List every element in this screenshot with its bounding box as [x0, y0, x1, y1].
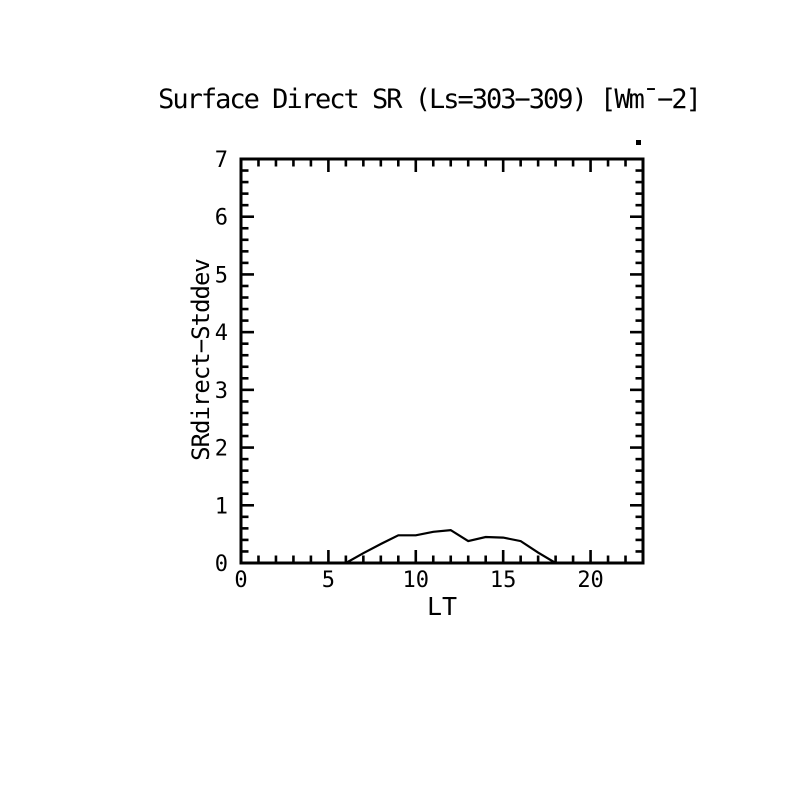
y-tick-label: 4: [215, 321, 228, 346]
y-tick-label: 6: [215, 206, 228, 231]
y-tick-label: 1: [215, 494, 228, 519]
x-tick-label: 10: [403, 568, 430, 593]
stray-dot-mark: [636, 140, 641, 145]
x-axis-label: LT: [426, 592, 458, 621]
x-tick-label: 20: [577, 568, 604, 593]
y-tick-label: 7: [215, 148, 228, 173]
x-tick-label: 0: [234, 568, 247, 593]
x-tick-label: 15: [490, 568, 517, 593]
plot-frame: [239, 157, 645, 565]
x-tick-label: 5: [322, 568, 335, 593]
y-tick-label: 2: [215, 437, 228, 462]
chart-title: Surface Direct SR (Ls=303−309) [Wm¯−2]: [158, 84, 702, 115]
data-line: [241, 528, 643, 565]
y-tick-label: 0: [215, 552, 228, 577]
y-tick-label: 5: [215, 263, 228, 288]
y-tick-label: 3: [215, 379, 228, 404]
